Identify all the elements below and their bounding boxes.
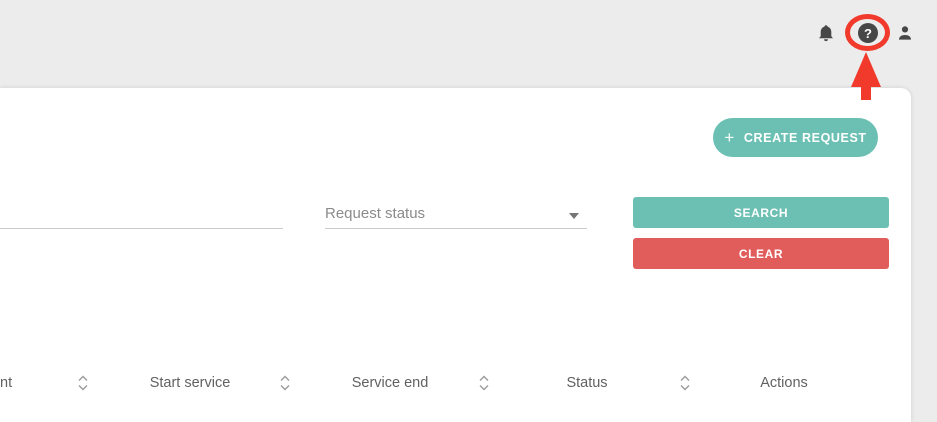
notifications-bell-icon[interactable] bbox=[818, 24, 834, 42]
column-header-client-truncated[interactable]: nt bbox=[0, 375, 13, 391]
sort-icon[interactable] bbox=[680, 375, 690, 391]
requests-panel: + CREATE REQUEST Request status SEARCH C… bbox=[0, 88, 911, 422]
annotation-arrow-up-icon bbox=[851, 52, 881, 100]
keyword-filter-input[interactable] bbox=[0, 197, 283, 228]
create-request-button[interactable]: + CREATE REQUEST bbox=[713, 118, 878, 157]
request-status-select[interactable]: Request status bbox=[325, 199, 587, 229]
create-request-label: CREATE REQUEST bbox=[743, 130, 867, 145]
chevron-down-icon bbox=[569, 213, 579, 219]
column-header-actions: Actions bbox=[760, 375, 808, 391]
request-status-select-value: Request status bbox=[325, 205, 426, 222]
clear-button[interactable]: CLEAR bbox=[633, 238, 889, 269]
column-header-service-end[interactable]: Service end bbox=[351, 375, 429, 391]
account-person-icon[interactable] bbox=[897, 25, 913, 41]
sort-icon[interactable] bbox=[280, 375, 290, 391]
search-button[interactable]: SEARCH bbox=[633, 197, 889, 228]
column-header-status[interactable]: Status bbox=[566, 375, 608, 391]
sort-icon[interactable] bbox=[479, 375, 489, 391]
sort-icon[interactable] bbox=[78, 375, 88, 391]
annotation-highlight-circle bbox=[845, 14, 890, 51]
column-header-start-service[interactable]: Start service bbox=[149, 375, 231, 391]
keyword-filter-field bbox=[0, 197, 283, 229]
plus-icon: + bbox=[724, 127, 735, 147]
